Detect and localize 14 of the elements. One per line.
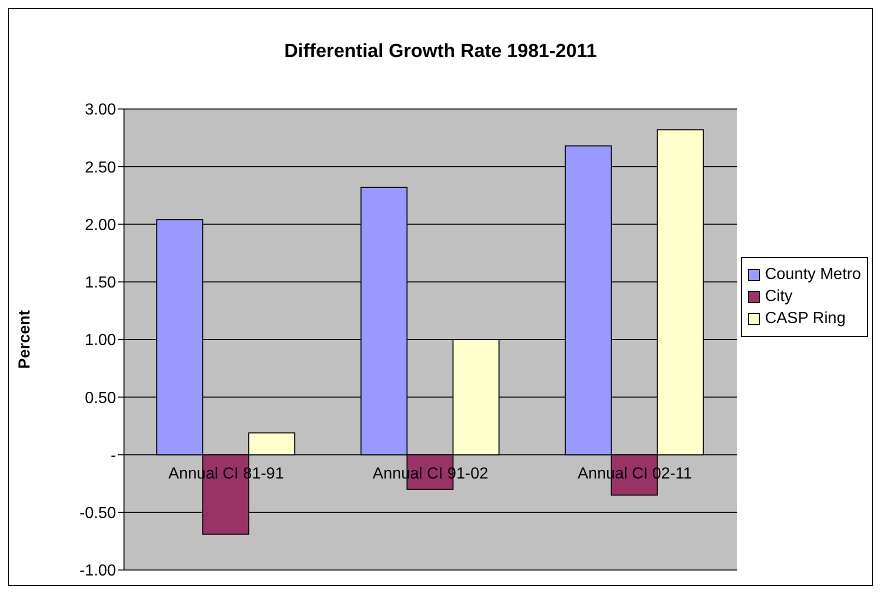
y-tick-label: 1.00: [84, 332, 116, 350]
y-tick-label: -1.00: [80, 562, 116, 580]
y-tick-label: -0.50: [80, 505, 116, 522]
y-tick-label: 2.50: [84, 159, 116, 176]
y-tick-label: 2.00: [84, 216, 116, 234]
y-tick-label: 1.50: [84, 274, 116, 292]
y-axis-title: Percent: [16, 309, 34, 369]
legend-label: CASP Ring: [764, 310, 847, 328]
chart-title: Differential Growth Rate 1981-2011: [283, 41, 598, 63]
y-tick-label: -: [110, 447, 116, 464]
y-tick-label: 0.50: [84, 390, 116, 407]
legend-label: County Metro: [764, 266, 861, 284]
legend-label: City: [764, 288, 794, 306]
y-tick-label: 3.00: [84, 102, 116, 119]
